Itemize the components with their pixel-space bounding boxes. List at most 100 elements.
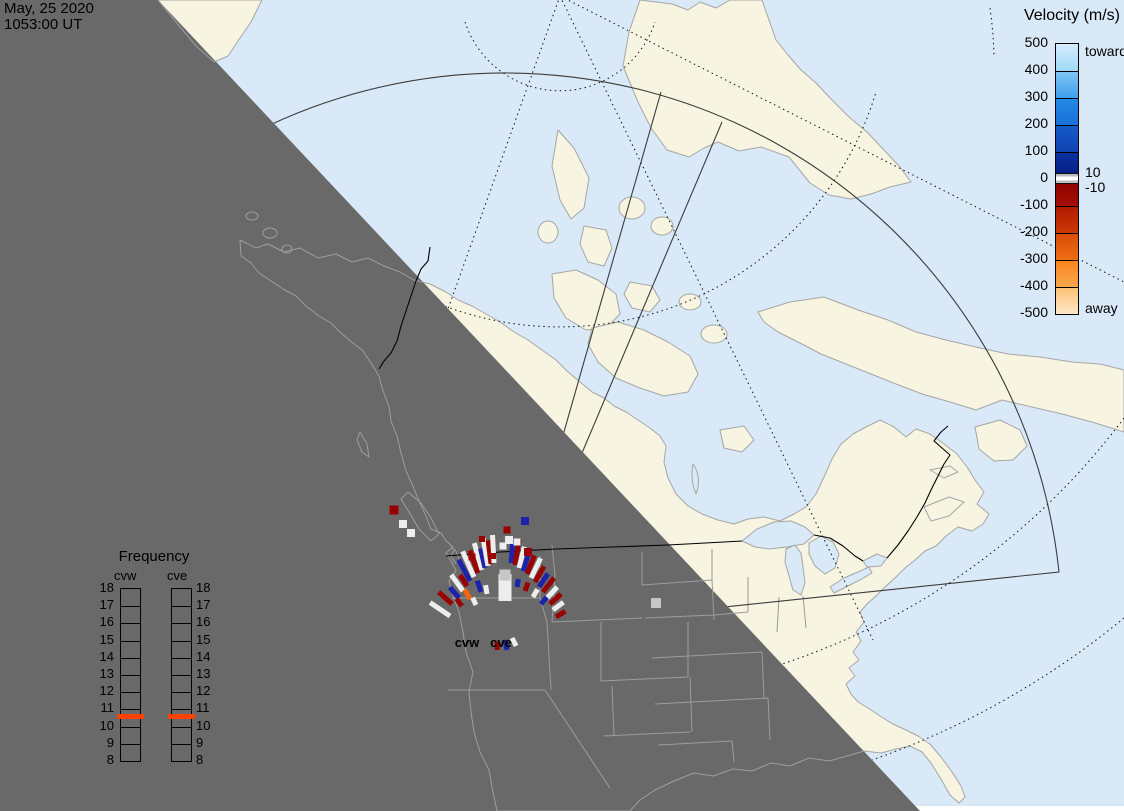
frequency-bar-cell xyxy=(121,657,140,675)
scatter-point xyxy=(521,517,529,525)
newfoundland xyxy=(974,419,1028,462)
frequency-tick-label: 13 xyxy=(99,666,114,681)
scatter-point xyxy=(505,536,513,544)
meridian-line xyxy=(447,0,561,310)
velocity-colorbar-cell xyxy=(1056,71,1078,98)
velocity-vector xyxy=(447,585,461,600)
nova-scotia xyxy=(923,496,965,522)
velocity-colorbar-cell xyxy=(1056,287,1078,314)
velocity-tick-label: -300 xyxy=(1019,250,1048,266)
frequency-bar-cell xyxy=(121,726,140,744)
frequency-tick-label: 16 xyxy=(99,614,114,630)
scatter-point xyxy=(524,548,532,556)
frequency-tick-label: 10 xyxy=(196,717,211,733)
frequency-tick-label: 17 xyxy=(196,597,211,613)
frequency-tick-label: 15 xyxy=(196,631,211,647)
velocity-colorbar-cell xyxy=(1056,98,1078,125)
scatter-point xyxy=(389,505,399,515)
arctic-island xyxy=(579,225,613,267)
velocity-colorbar-cell xyxy=(1056,260,1078,287)
velocity-vector xyxy=(532,565,547,584)
frequency-bar-cve xyxy=(171,588,192,762)
velocity-vector xyxy=(457,573,470,588)
scatter-point-layer xyxy=(389,505,661,608)
velocity-upper-threshold: 10 xyxy=(1085,164,1101,180)
velocity-vector xyxy=(485,539,494,565)
frequency-tick-label: 14 xyxy=(99,648,114,664)
frequency-bar-cell xyxy=(172,589,191,606)
arctic-island xyxy=(618,196,646,220)
arctic-island xyxy=(650,216,674,236)
frequency-bar-cell xyxy=(172,743,191,761)
frequency-tick-label: 15 xyxy=(99,631,114,647)
velocity-vector xyxy=(536,572,550,589)
puget-sound-coast xyxy=(448,542,460,565)
velocity-tick-label: 100 xyxy=(1024,142,1048,158)
frequency-tick-label: 11 xyxy=(100,700,115,716)
velocity-tick-label: 200 xyxy=(1024,115,1048,131)
frequency-bar-cell xyxy=(172,709,191,726)
velocity-vector xyxy=(516,546,527,569)
frequency-bar-cell xyxy=(172,726,191,744)
frequency-tick-label: 18 xyxy=(99,580,114,595)
lake-winnipeg xyxy=(691,463,699,495)
frequency-bar-cell xyxy=(172,692,191,709)
frequency-tick-label: 11 xyxy=(196,700,210,716)
velocity-vector xyxy=(551,600,565,613)
scatter-point xyxy=(499,569,511,581)
frequency-tick-label: 9 xyxy=(196,734,204,750)
lake-michigan xyxy=(784,544,806,596)
velocity-tick-label: 400 xyxy=(1024,61,1048,77)
latitude-circle xyxy=(871,617,1124,761)
velocity-vector xyxy=(471,542,485,571)
frequency-bar-cell xyxy=(121,674,140,692)
ellesmere-greenland xyxy=(622,0,912,200)
latitude-circle xyxy=(464,21,656,92)
frequency-column-cvw: cvw xyxy=(114,568,137,583)
frequency-tick-label: 14 xyxy=(196,648,211,664)
frequency-bar-cell xyxy=(172,640,191,658)
velocity-vector xyxy=(449,573,466,593)
velocity-toward-label: toward xyxy=(1085,43,1124,59)
frequency-tick-label: 13 xyxy=(196,666,211,681)
velocity-vector xyxy=(478,547,488,569)
baffin-island xyxy=(757,296,1124,433)
arctic-island xyxy=(678,293,702,311)
banks-island xyxy=(551,269,621,331)
timestamp-time: 1053:00 UT xyxy=(4,16,83,33)
velocity-colorbar-cell xyxy=(1056,233,1078,260)
frequency-bar-cell xyxy=(121,743,140,761)
velocity-vector xyxy=(480,537,491,567)
vancouver-island xyxy=(400,491,440,542)
scatter-point xyxy=(513,538,521,546)
scatter-point xyxy=(499,542,507,550)
scatter-point xyxy=(503,526,511,534)
radar-label-cve: cve xyxy=(490,635,512,650)
velocity-colorbar-cell xyxy=(1056,206,1078,233)
velocity-vector xyxy=(548,592,563,606)
frequency-legend-title: Frequency xyxy=(118,548,190,565)
arctic-islet xyxy=(281,244,293,254)
frequency-tick-label: 8 xyxy=(196,752,204,767)
latitude-circle xyxy=(781,417,1124,665)
frequency-marker-cve xyxy=(168,714,195,719)
anticosti-island xyxy=(929,465,959,479)
radar-label-cvw: cvw xyxy=(455,635,480,650)
velocity-tick-label: 300 xyxy=(1024,88,1048,104)
timestamp-date: May, 25 2020 xyxy=(4,0,94,17)
frequency-bar-cell xyxy=(172,657,191,675)
velocity-tick-label: -200 xyxy=(1019,223,1048,239)
velocity-vector xyxy=(530,587,540,599)
velocity-colorbar-cell xyxy=(1056,125,1078,152)
frequency-tick-label: 12 xyxy=(99,683,114,699)
velocity-vector xyxy=(483,584,490,595)
frequency-bar-cell xyxy=(121,606,140,623)
velocity-vector xyxy=(509,636,519,648)
night-terminator-shadow xyxy=(0,0,920,811)
frequency-tick-label: 17 xyxy=(99,597,114,613)
velocity-vector xyxy=(541,576,557,594)
velocity-legend-title: Velocity (m/s) xyxy=(1023,7,1120,24)
velocity-tick-label: -500 xyxy=(1019,304,1048,320)
velocity-vector xyxy=(456,558,473,583)
